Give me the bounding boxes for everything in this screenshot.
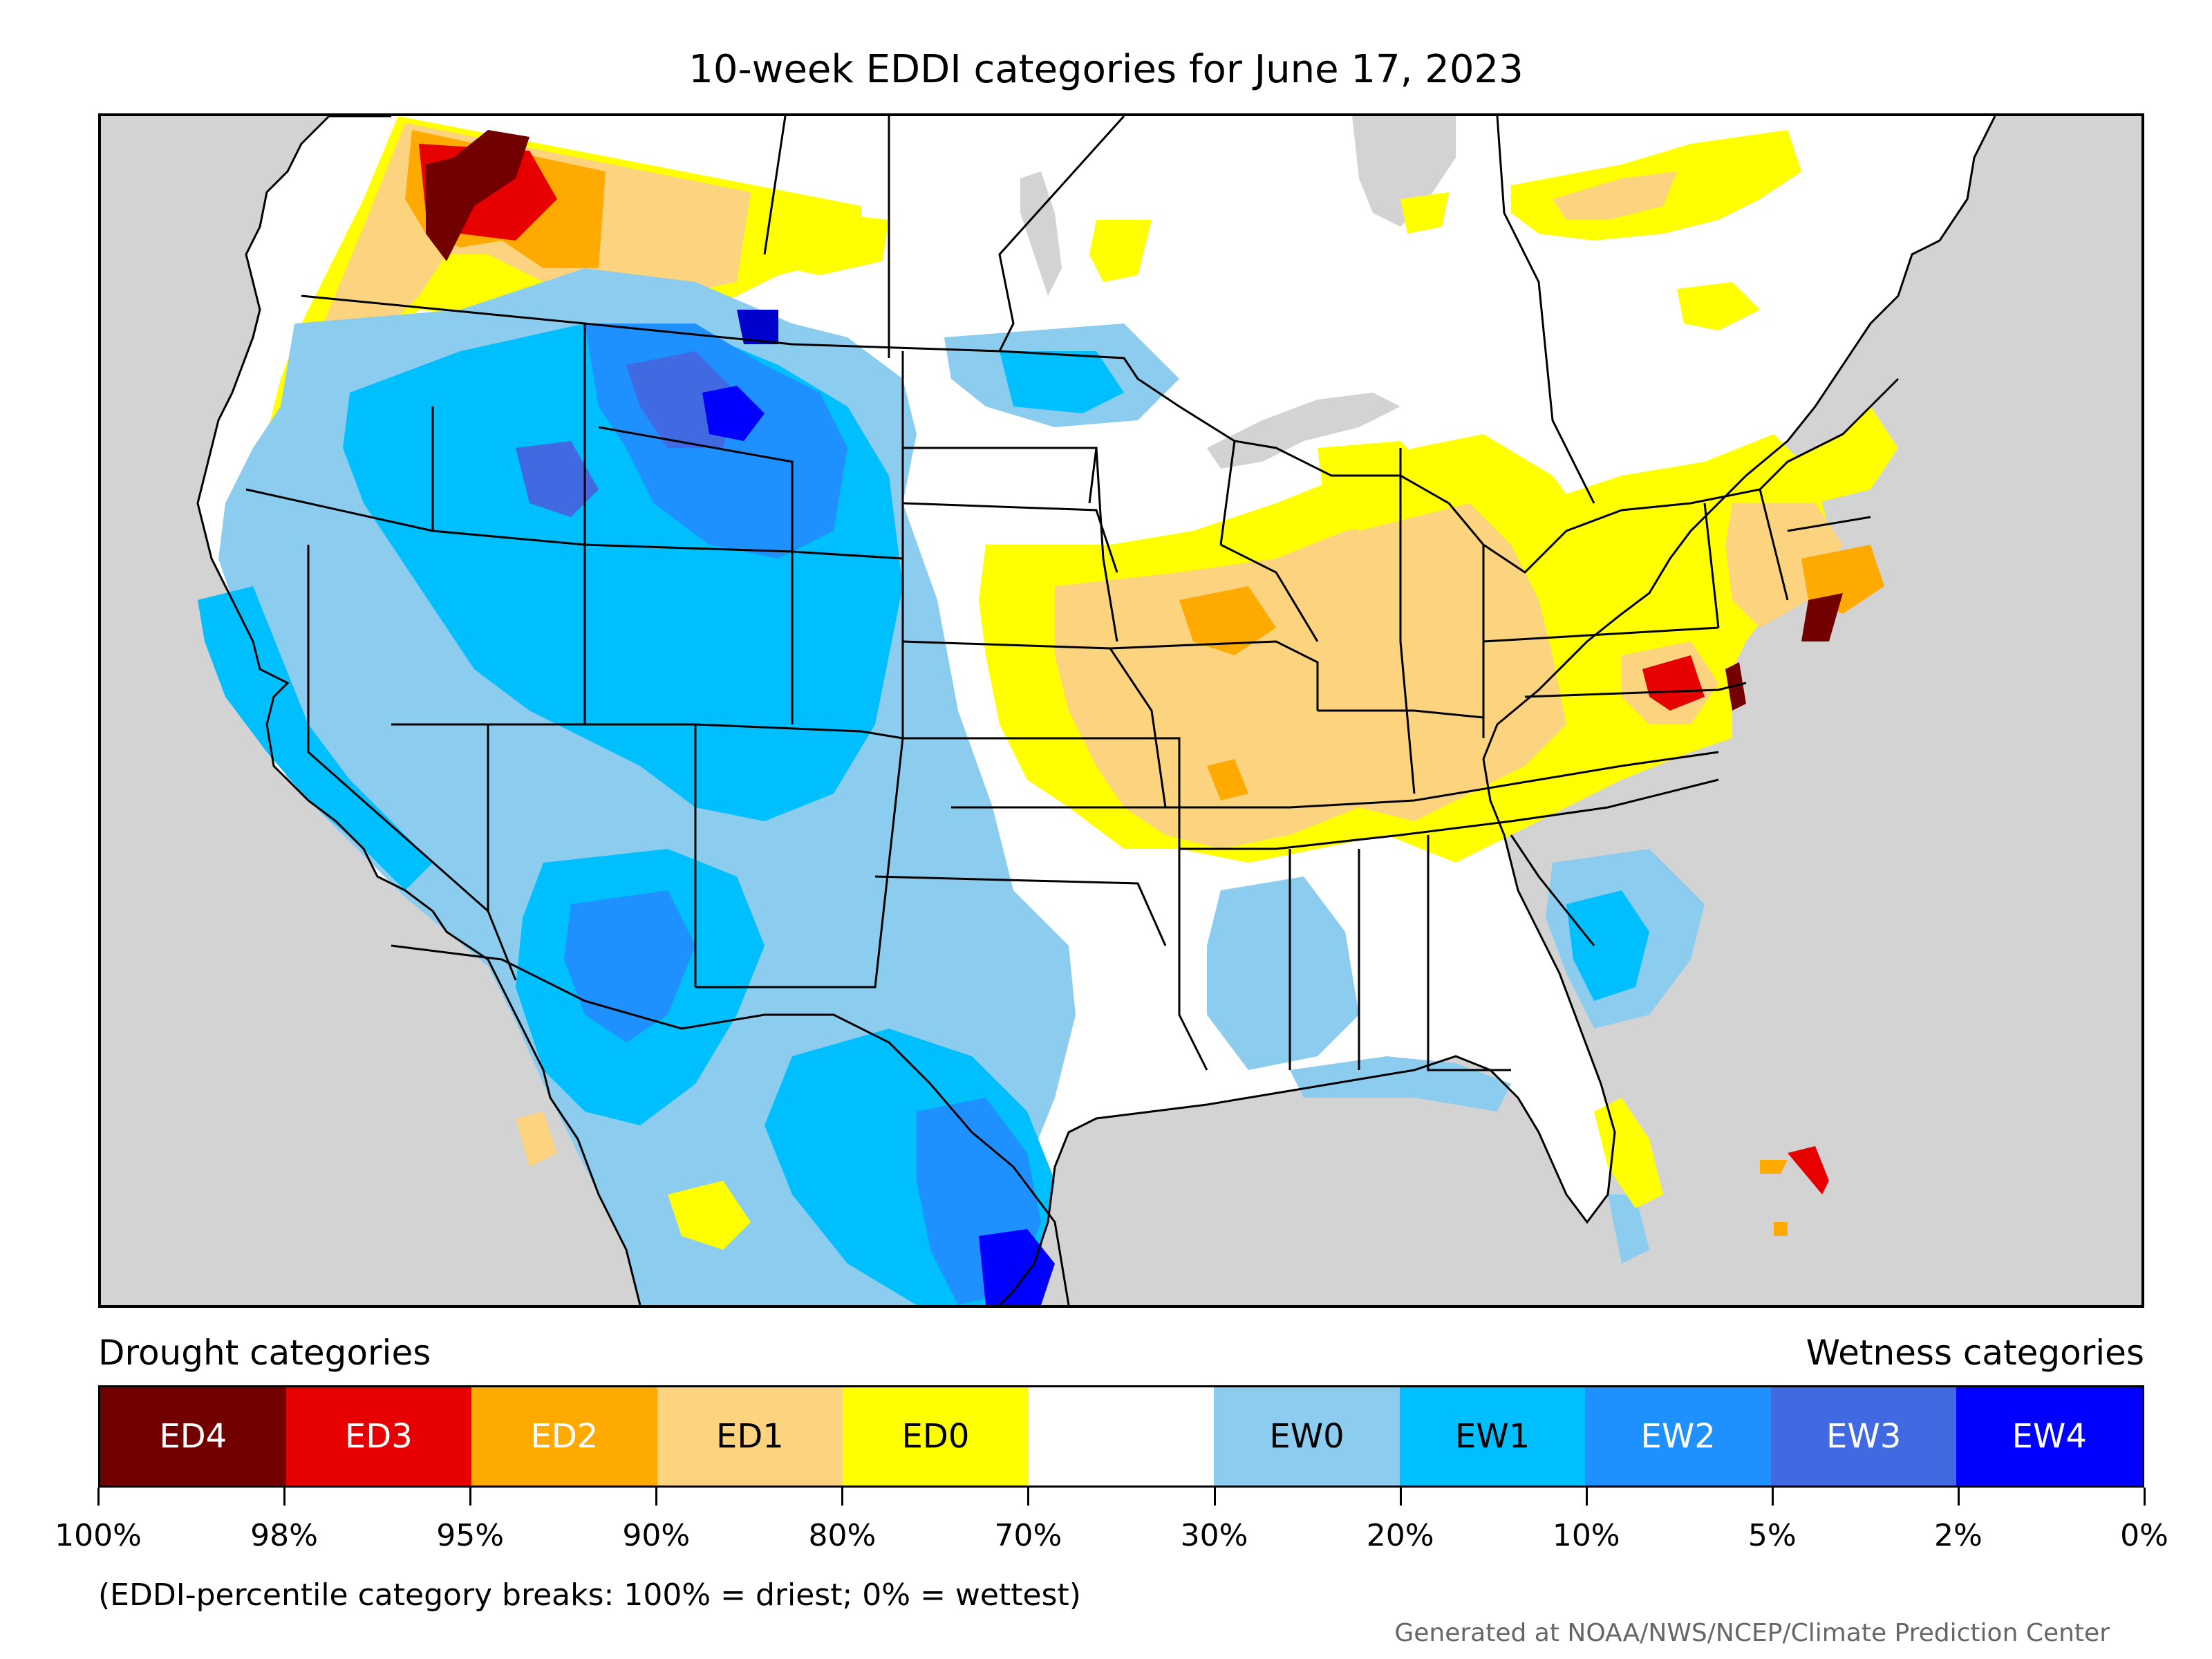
colorbar-tick-label: 2% bbox=[1934, 1518, 1983, 1553]
colorbar-tick-label: 80% bbox=[808, 1518, 877, 1553]
colorbar-tick bbox=[1027, 1488, 1030, 1506]
category-ew3: EW3 bbox=[1770, 1387, 1957, 1485]
political-boundaries bbox=[245, 116, 1900, 1305]
percentile-note: (EDDI-percentile category breaks: 100% =… bbox=[98, 1577, 1081, 1613]
colorbar-ticks bbox=[97, 1488, 2146, 1508]
credit-line: Generated at NOAA/NWS/NCEP/Climate Predi… bbox=[1394, 1619, 2110, 1647]
coastline bbox=[196, 116, 1996, 1305]
map-canvas bbox=[196, 116, 1996, 1305]
colorbar-tick bbox=[469, 1488, 472, 1506]
category-label: ED4 bbox=[159, 1417, 227, 1456]
map-title: 10-week EDDI categories for June 17, 202… bbox=[688, 47, 1524, 92]
colorbar-tick-label: 5% bbox=[1747, 1518, 1797, 1553]
category-label: ED0 bbox=[901, 1417, 970, 1456]
category-label: ED2 bbox=[530, 1417, 599, 1456]
colorbar-tick-label: 95% bbox=[436, 1518, 505, 1553]
colorbar-tick bbox=[1399, 1488, 1402, 1506]
gulf-of-california bbox=[488, 987, 640, 1305]
colorbar-tick-label: 10% bbox=[1552, 1518, 1620, 1553]
colorbar-tick bbox=[1957, 1488, 1960, 1506]
colorbar-tick-label: 0% bbox=[2120, 1518, 2168, 1553]
category-label: EW0 bbox=[1269, 1417, 1344, 1456]
category-label: ED3 bbox=[344, 1417, 413, 1456]
colorbar-tick bbox=[97, 1488, 100, 1506]
category-label: EW2 bbox=[1640, 1417, 1716, 1456]
category-label: ED1 bbox=[716, 1417, 784, 1456]
colorbar-tick bbox=[1213, 1488, 1216, 1506]
category-ew0: EW0 bbox=[1214, 1387, 1400, 1485]
colorbar-tick-label: 90% bbox=[622, 1518, 691, 1553]
colorbar-tick-label: 70% bbox=[994, 1518, 1062, 1553]
wetness-categories-heading: Wetness categories bbox=[1806, 1333, 2144, 1373]
colorbar-tick bbox=[655, 1488, 658, 1506]
colorbar-tick bbox=[1771, 1488, 1774, 1506]
category-ed3: ED3 bbox=[285, 1387, 472, 1485]
category-ed4: ED4 bbox=[100, 1387, 286, 1485]
category-ed1: ED1 bbox=[657, 1387, 843, 1485]
category-ew1: EW1 bbox=[1399, 1387, 1586, 1485]
category-label: EW4 bbox=[2012, 1417, 2087, 1456]
category-ew4: EW4 bbox=[1956, 1387, 2143, 1485]
colorbar-tick-label: 98% bbox=[250, 1518, 318, 1553]
colorbar-tick bbox=[1585, 1488, 1588, 1506]
category-ed2: ED2 bbox=[471, 1387, 657, 1485]
colorbar-tick-label: 30% bbox=[1180, 1518, 1248, 1553]
category-label: EW1 bbox=[1454, 1417, 1530, 1456]
drought-categories-heading: Drought categories bbox=[98, 1333, 431, 1373]
colorbar-tick-label: 100% bbox=[55, 1518, 142, 1553]
colorbar-tick bbox=[283, 1488, 286, 1506]
lake-winnipeg bbox=[1020, 171, 1062, 296]
category-label: EW3 bbox=[1826, 1417, 1902, 1456]
category-ew2: EW2 bbox=[1585, 1387, 1771, 1485]
category-neutral bbox=[1028, 1387, 1215, 1485]
category-colorbar: ED4 ED3 ED2 ED1 ED0 EW0 EW1 EW2 EW3 EW4 bbox=[98, 1385, 2144, 1488]
colorbar-tick-label: 20% bbox=[1366, 1518, 1434, 1553]
hudson-bay-edge bbox=[1352, 116, 1456, 227]
colorbar-tick bbox=[841, 1488, 844, 1506]
category-ed0: ED0 bbox=[843, 1387, 1029, 1485]
colorbar-tick bbox=[2144, 1488, 2146, 1506]
lake-superior bbox=[1207, 393, 1400, 469]
eddi-map bbox=[98, 113, 2144, 1308]
